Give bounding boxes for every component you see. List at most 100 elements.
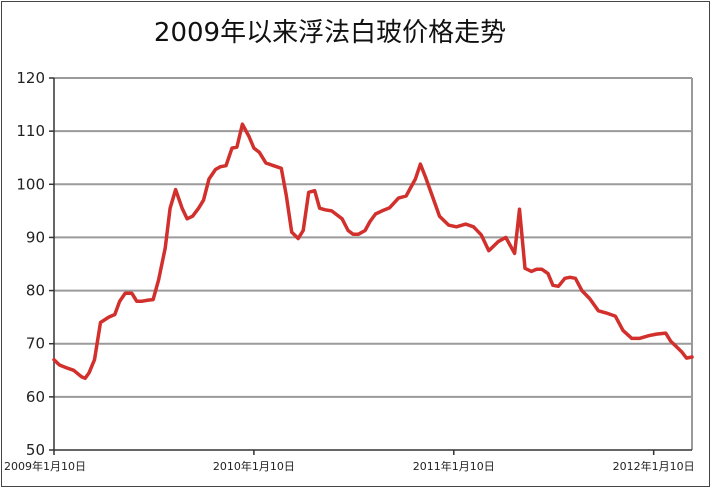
x-tick-label: 2009年1月10日 xyxy=(4,459,86,473)
data-point xyxy=(186,218,188,220)
series-layer xyxy=(52,122,694,381)
data-point xyxy=(124,292,126,294)
data-point xyxy=(248,135,250,138)
data-point xyxy=(80,376,82,378)
data-point xyxy=(53,359,55,361)
data-point xyxy=(319,207,321,209)
data-point xyxy=(438,215,441,217)
y-tick-label: 70 xyxy=(26,335,45,353)
data-point xyxy=(581,290,583,292)
data-point xyxy=(93,359,96,361)
data-point xyxy=(141,300,143,302)
x-axis-tick-labels: 2009年1月10日 2010年1月10日 2011年1月10日 2012年1月10日 xyxy=(4,459,695,473)
y-tick-label: 50 xyxy=(26,441,45,459)
data-point xyxy=(397,197,400,199)
data-point xyxy=(381,210,383,212)
data-point xyxy=(241,123,243,125)
data-point xyxy=(431,194,433,196)
data-point xyxy=(314,190,316,192)
y-tick-label: 110 xyxy=(16,122,45,140)
data-point xyxy=(681,351,683,353)
x-tick-label: 2010年1月10日 xyxy=(213,459,295,473)
data-point xyxy=(169,207,171,209)
data-point xyxy=(198,207,200,209)
data-point xyxy=(265,162,267,164)
data-point xyxy=(152,299,154,301)
data-point xyxy=(280,167,282,169)
data-point xyxy=(497,241,499,243)
data-point xyxy=(341,218,343,220)
data-point xyxy=(557,285,560,287)
data-point xyxy=(535,268,538,270)
data-point xyxy=(219,166,222,168)
series-line xyxy=(52,122,694,381)
data-point xyxy=(58,364,61,366)
data-point xyxy=(208,178,210,180)
y-axis-tick-labels: 50 60 70 80 90 100 110 120 xyxy=(16,69,45,459)
data-point xyxy=(518,208,521,210)
data-point xyxy=(465,223,467,225)
y-tick-label: 60 xyxy=(26,388,45,406)
data-point xyxy=(569,276,571,278)
data-point xyxy=(655,333,658,335)
data-point xyxy=(336,214,338,216)
data-point xyxy=(236,146,238,148)
x-tick-label: 2012年1月10日 xyxy=(613,459,695,473)
data-point xyxy=(131,292,133,294)
data-point xyxy=(665,332,667,334)
data-point xyxy=(175,189,177,191)
data-point xyxy=(670,340,672,342)
data-point xyxy=(524,267,526,269)
data-point xyxy=(181,207,183,209)
data-point xyxy=(291,231,293,233)
data-point xyxy=(136,300,138,302)
data-point xyxy=(273,165,275,167)
data-point xyxy=(225,165,227,167)
data-point xyxy=(552,284,554,286)
data-point xyxy=(648,335,650,337)
data-point xyxy=(405,195,407,197)
data-point xyxy=(119,300,121,302)
data-point xyxy=(114,313,116,316)
y-tick-label: 120 xyxy=(16,69,45,87)
chart-title: 2009年以来浮法白玻价格走势 xyxy=(153,18,507,48)
data-point xyxy=(589,297,591,300)
data-point xyxy=(638,337,641,339)
data-point xyxy=(65,367,67,369)
data-point xyxy=(324,209,326,211)
data-point xyxy=(192,215,194,217)
axes xyxy=(49,77,692,455)
data-point xyxy=(685,357,688,359)
data-point xyxy=(547,273,549,275)
data-point xyxy=(691,356,693,358)
data-point xyxy=(488,250,490,252)
data-point xyxy=(480,234,482,236)
data-point xyxy=(99,321,102,324)
data-point xyxy=(364,229,366,232)
data-point xyxy=(302,229,304,232)
data-point xyxy=(258,151,260,153)
data-point xyxy=(530,270,533,272)
y-tick-label: 90 xyxy=(26,228,45,246)
data-point xyxy=(73,369,75,371)
data-point xyxy=(231,147,233,149)
data-point xyxy=(331,210,333,212)
data-point xyxy=(88,372,90,374)
data-point xyxy=(164,247,166,249)
data-point xyxy=(357,233,360,235)
data-point xyxy=(597,310,600,312)
data-point xyxy=(448,224,450,226)
data-point xyxy=(614,315,616,317)
data-point xyxy=(285,194,287,196)
data-point xyxy=(472,226,475,228)
data-point xyxy=(374,213,377,215)
data-point xyxy=(347,229,349,232)
data-point xyxy=(505,236,507,238)
data-point xyxy=(202,199,205,201)
data-point xyxy=(574,277,577,279)
data-point xyxy=(455,226,458,228)
data-point xyxy=(675,345,677,347)
data-point xyxy=(108,316,110,318)
